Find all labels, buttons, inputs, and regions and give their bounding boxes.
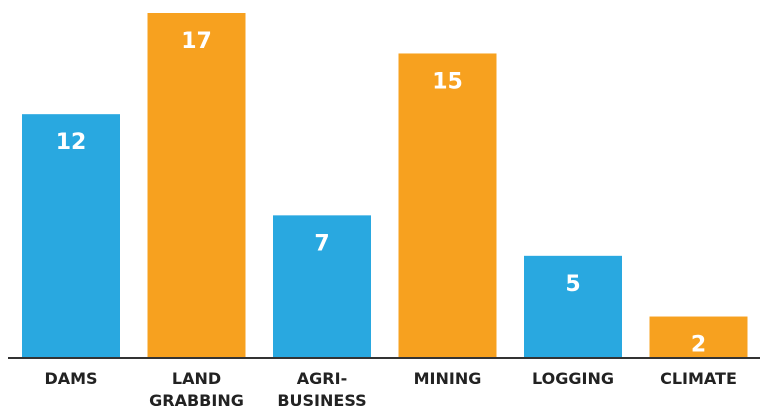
value-label: 5 bbox=[565, 272, 580, 297]
category-label: CLIMATE bbox=[634, 368, 760, 390]
value-label: 2 bbox=[691, 333, 706, 358]
category-label: LOGGING bbox=[508, 368, 638, 390]
value-label: 7 bbox=[314, 231, 329, 256]
value-label: 15 bbox=[432, 69, 463, 94]
bar bbox=[399, 53, 497, 357]
category-label: LAND GRABBING bbox=[132, 368, 262, 412]
category-label: DAMS bbox=[6, 368, 136, 390]
category-label: AGRI- BUSINESS bbox=[257, 368, 387, 412]
value-label: 12 bbox=[56, 130, 87, 155]
category-label: MINING bbox=[383, 368, 513, 390]
bar bbox=[148, 13, 246, 357]
value-label: 17 bbox=[181, 29, 212, 54]
